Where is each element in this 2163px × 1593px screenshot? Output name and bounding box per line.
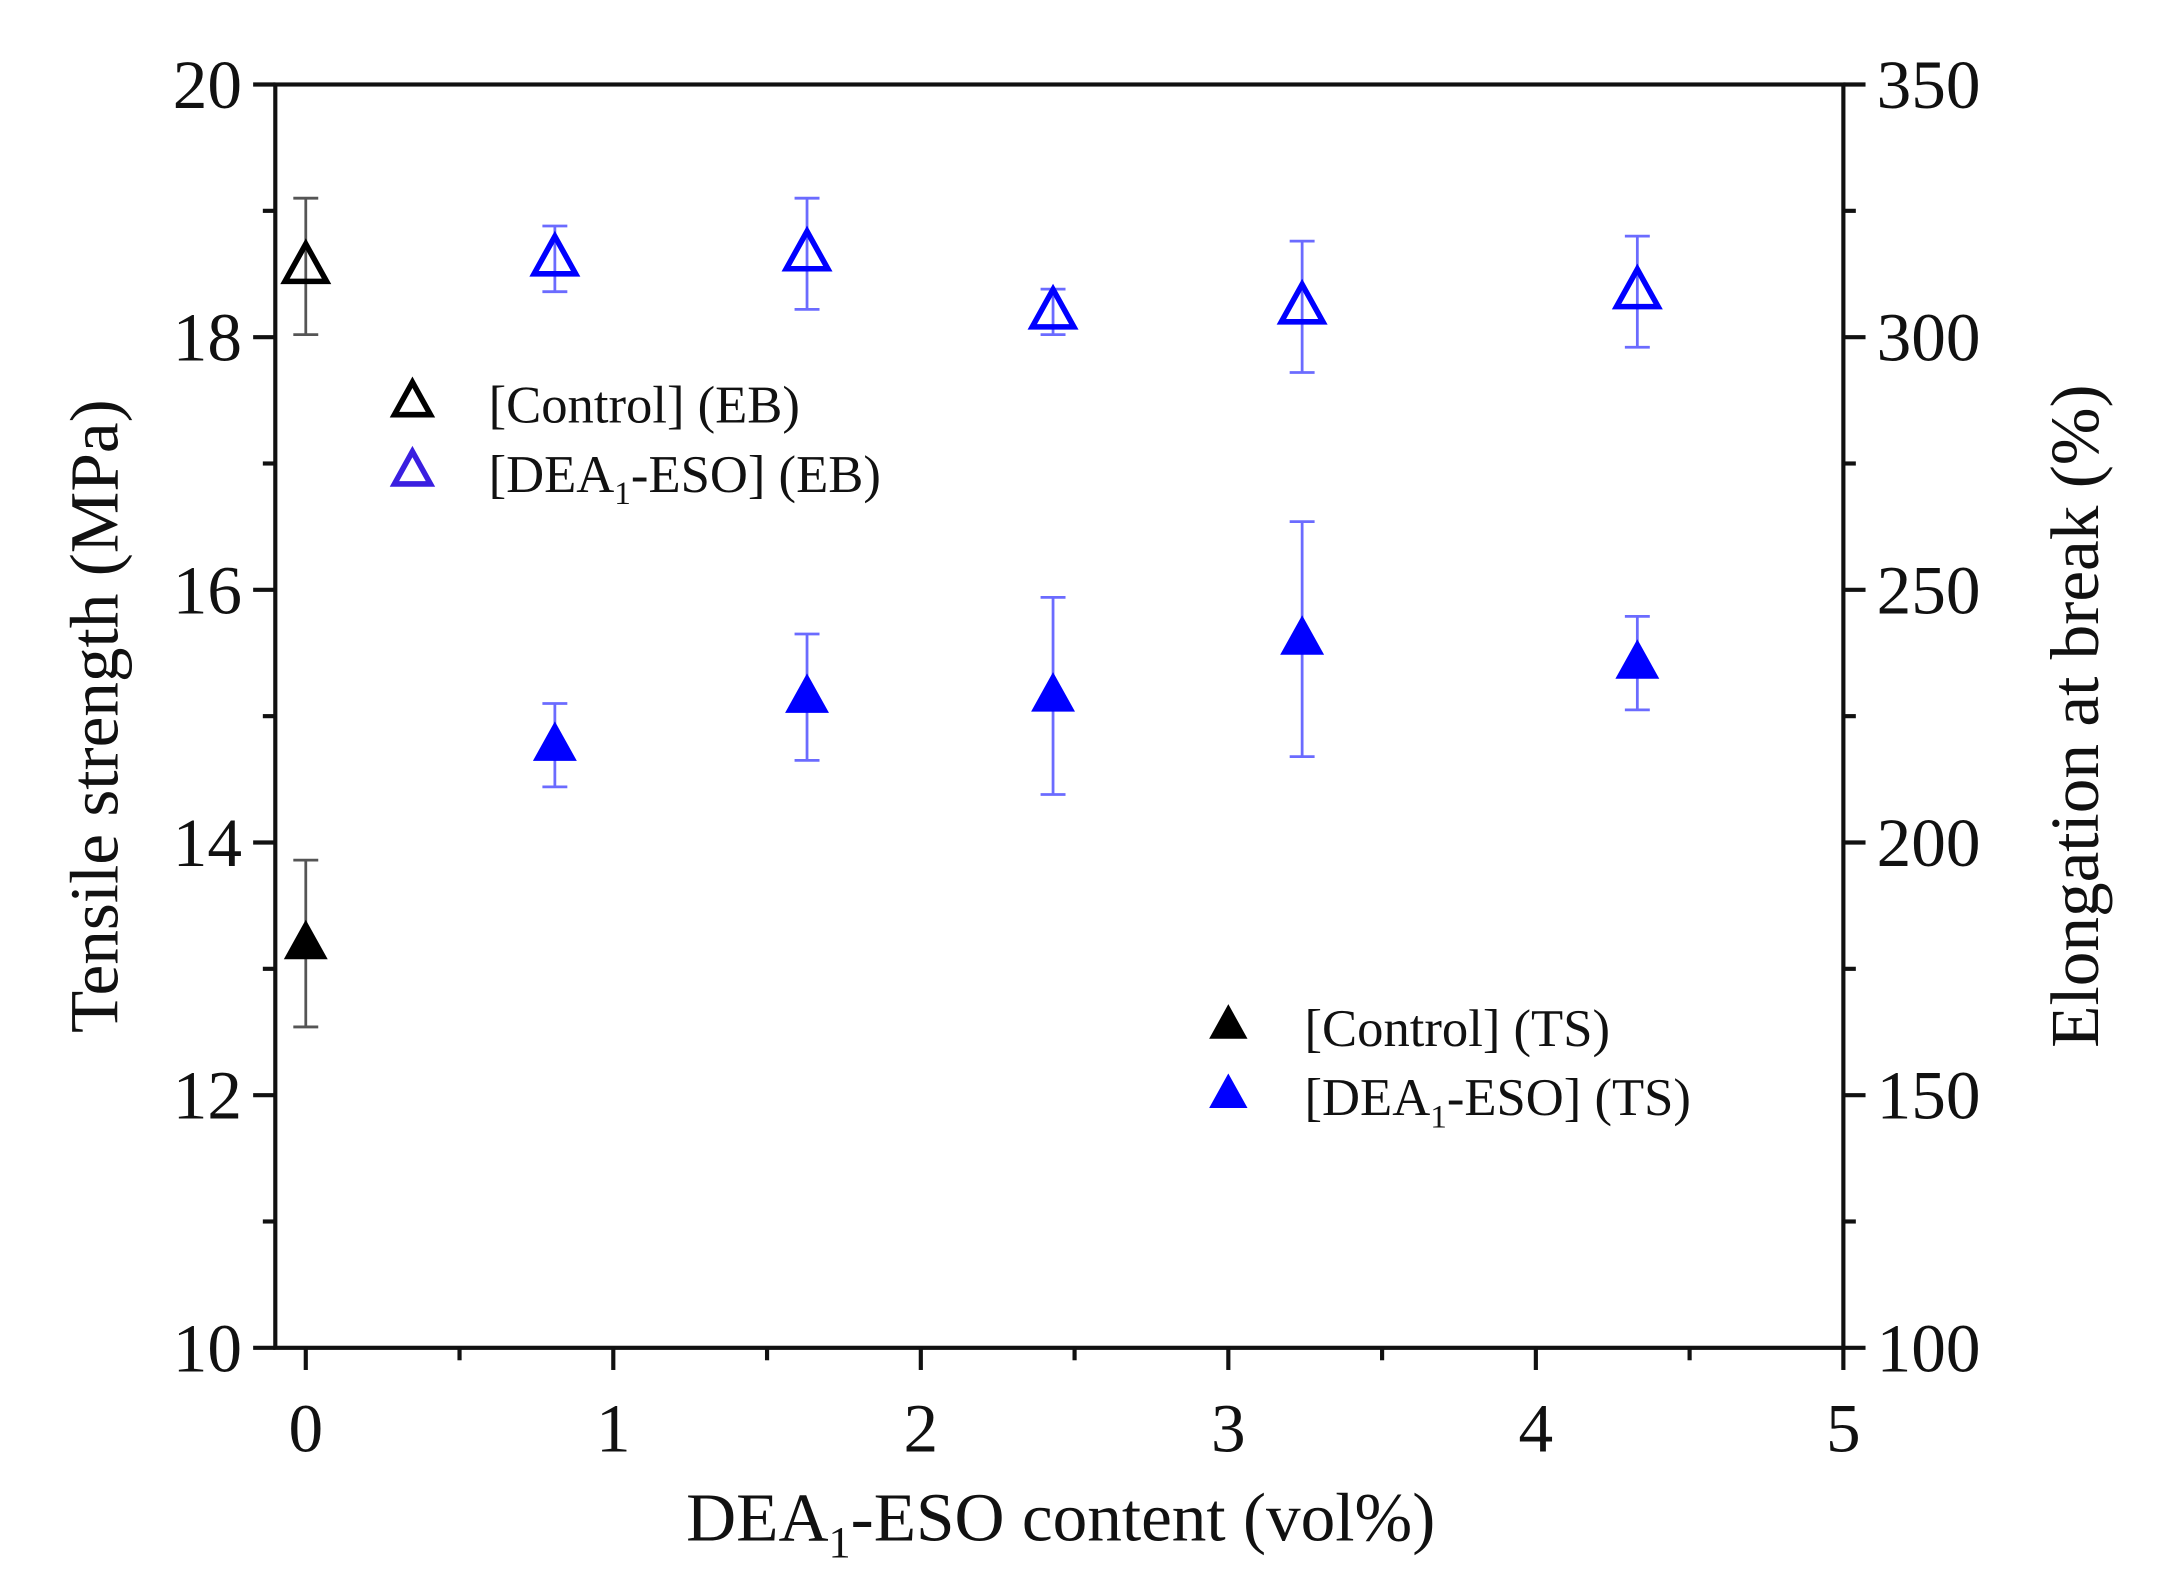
legend-marker [1209, 1073, 1248, 1108]
y-left-tick-label: 20 [173, 46, 242, 123]
x-tick-label: 4 [1519, 1390, 1554, 1467]
data-marks [280, 196, 1663, 1029]
data-point [283, 919, 328, 960]
legend-label: [Control] (TS) [1305, 1000, 1610, 1058]
y-right-tick-label: 300 [1877, 299, 1981, 376]
plot-frame [273, 82, 1846, 1350]
y-right-tick-label: 150 [1877, 1057, 1981, 1134]
legend-label: [DEA1-ESO] (TS) [1305, 1069, 1691, 1135]
y-right-tick-label: 350 [1877, 46, 1981, 123]
x-tick-label: 1 [596, 1390, 631, 1467]
y-right-tick-label: 100 [1877, 1309, 1981, 1386]
data-point [529, 230, 581, 277]
data-point [1611, 263, 1663, 310]
legend-marker [1209, 1004, 1248, 1039]
data-point [280, 238, 332, 285]
data-point [1280, 615, 1325, 655]
data-point [1027, 283, 1079, 330]
data-point [1031, 672, 1076, 712]
x-tick-label: 3 [1211, 1390, 1246, 1467]
data-point [781, 225, 833, 272]
legend-label: [DEA1-ESO] (EB) [489, 446, 881, 512]
legend-label: [Control] (EB) [489, 376, 800, 434]
x-tick-label: 0 [288, 1390, 323, 1467]
x-tick-label: 5 [1826, 1390, 1861, 1467]
legend-marker [389, 445, 436, 487]
x-tick-label: 2 [904, 1390, 939, 1467]
y-axis-left-label: Tensile strength (MPa) [55, 399, 132, 1033]
legend-marker [389, 376, 436, 418]
y-left-tick-label: 16 [173, 551, 242, 628]
y-left-tick-label: 18 [173, 299, 242, 376]
data-point [1276, 278, 1328, 325]
y-left-tick-label: 10 [173, 1309, 242, 1386]
y-left-tick-label: 12 [173, 1057, 242, 1134]
data-point [785, 673, 829, 713]
y-left-tick-label: 14 [173, 804, 242, 881]
data-point [1615, 639, 1660, 679]
y-axis-right-label: Elongation at break (%) [2036, 384, 2113, 1047]
y-right-tick-label: 200 [1877, 804, 1981, 881]
data-point [532, 721, 577, 761]
legends: [Control] (EB) [DEA1-ESO] (EB) [Control] (… [389, 376, 1691, 1136]
x-axis-label: DEA1-ESO content (vol%) [686, 1478, 1435, 1567]
y-right-tick-label: 250 [1877, 551, 1981, 628]
